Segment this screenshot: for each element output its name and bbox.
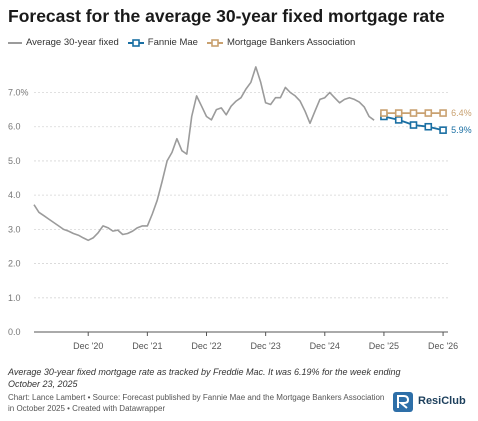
logo-text: ResiClub: [418, 395, 466, 407]
legend-label-fannie: Fannie Mae: [147, 37, 198, 48]
legend: Average 30-year fixed Fannie Mae Mortgag…: [8, 37, 364, 48]
end-value-label: 6.4%: [451, 108, 472, 118]
series-point-marker: [409, 109, 418, 117]
legend-label-mba: Mortgage Bankers Association: [226, 37, 356, 48]
y-tick-label: 1.0: [8, 293, 21, 303]
y-tick-label: 5.0: [8, 156, 21, 166]
resiclub-logo-icon: [393, 392, 413, 412]
y-tick-label: 4.0: [8, 190, 21, 200]
legend-line-icon: [8, 41, 22, 44]
series-point-marker: [439, 109, 447, 117]
legend-label-average: Average 30-year fixed: [26, 37, 119, 48]
x-tick-label: Dec '22: [191, 341, 221, 351]
y-tick-label: 2.0: [8, 259, 21, 269]
series-point-marker: [409, 121, 418, 129]
series-point-marker: [424, 122, 433, 131]
y-tick-label: 7.0%: [8, 88, 29, 98]
x-tick-label: Dec '20: [73, 341, 103, 351]
x-tick-label: Dec '26: [428, 341, 458, 351]
x-tick-label: Dec '25: [369, 341, 399, 351]
legend-square-marker-icon: [206, 38, 223, 47]
line-chart: 0.0 1.0 2.0 3.0 4.0 5.0 6.0 7.0% Dec '20 Dec '21 D…: [8, 66, 472, 351]
y-tick-label: 6.0: [8, 122, 21, 132]
chart-title: Forecast for the average 30-year fixed m…: [8, 6, 445, 26]
y-tick-label: 0.0: [8, 327, 21, 337]
chart-credit: Chart: Lance Lambert • Source: Forecast …: [8, 393, 385, 413]
end-value-label: 5.9%: [451, 125, 472, 135]
x-tick-label: Dec '23: [251, 341, 281, 351]
x-tick-label: Dec '21: [132, 341, 162, 351]
legend-item-average: Average 30-year fixed: [8, 37, 119, 48]
legend-item-fannie: Fannie Mae: [127, 37, 198, 48]
series-point-marker: [394, 109, 403, 117]
x-tick-label: Dec '24: [310, 341, 340, 351]
series-point-marker: [424, 109, 433, 117]
legend-item-mba: Mortgage Bankers Association: [206, 37, 356, 48]
series-point-marker: [380, 109, 388, 117]
series-point-marker: [394, 116, 403, 124]
legend-square-marker-icon: [127, 38, 144, 47]
y-tick-label: 3.0: [8, 224, 21, 234]
resiclub-logo: ResiClub: [393, 390, 466, 412]
series-line-average: [33, 66, 375, 242]
series-point-marker: [439, 126, 447, 134]
chart-note: Average 30-year fixed mortgage rate as t…: [8, 367, 401, 389]
